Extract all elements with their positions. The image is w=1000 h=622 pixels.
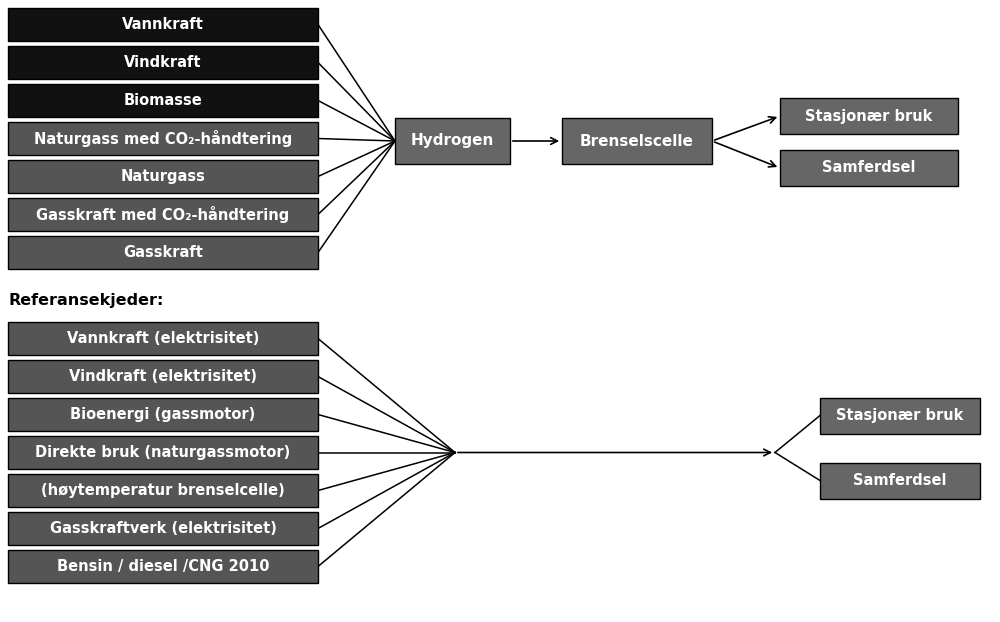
Bar: [780, 98, 958, 134]
Bar: [8, 550, 318, 583]
Bar: [8, 474, 318, 507]
Text: Vannkraft (elektrisitet): Vannkraft (elektrisitet): [67, 331, 259, 346]
Bar: [395, 118, 510, 164]
Text: Samferdsel: Samferdsel: [853, 473, 947, 488]
Text: Gasskraftverk (elektrisitet): Gasskraftverk (elektrisitet): [50, 521, 276, 536]
Bar: [8, 322, 318, 355]
Text: (høytemperatur brenselcelle): (høytemperatur brenselcelle): [41, 483, 285, 498]
Text: Vindkraft (elektrisitet): Vindkraft (elektrisitet): [69, 369, 257, 384]
Bar: [8, 84, 318, 117]
Text: Vannkraft: Vannkraft: [122, 17, 204, 32]
Text: Bioenergi (gassmotor): Bioenergi (gassmotor): [70, 407, 256, 422]
Bar: [8, 360, 318, 393]
Text: Gasskraft med CO₂-håndtering: Gasskraft med CO₂-håndtering: [36, 206, 290, 223]
Bar: [820, 397, 980, 434]
Text: Brenselscelle: Brenselscelle: [580, 134, 694, 149]
Text: Naturgass: Naturgass: [121, 169, 205, 184]
Bar: [562, 118, 712, 164]
Bar: [8, 512, 318, 545]
Text: Stasjonær bruk: Stasjonær bruk: [836, 408, 964, 423]
Text: Naturgass med CO₂-håndtering: Naturgass med CO₂-håndtering: [34, 130, 292, 147]
Bar: [8, 198, 318, 231]
Bar: [8, 46, 318, 79]
Bar: [820, 463, 980, 498]
Text: Hydrogen: Hydrogen: [411, 134, 494, 149]
Bar: [8, 398, 318, 431]
Text: Gasskraft: Gasskraft: [123, 245, 203, 260]
Bar: [780, 150, 958, 186]
Text: Stasjonær bruk: Stasjonær bruk: [805, 108, 933, 124]
Bar: [8, 8, 318, 41]
Text: Samferdsel: Samferdsel: [822, 160, 916, 175]
Bar: [8, 160, 318, 193]
Text: Referansekjeder:: Referansekjeder:: [8, 292, 163, 307]
Bar: [8, 236, 318, 269]
Text: Biomasse: Biomasse: [124, 93, 202, 108]
Text: Direkte bruk (naturgassmotor): Direkte bruk (naturgassmotor): [35, 445, 291, 460]
Text: Bensin / diesel /CNG 2010: Bensin / diesel /CNG 2010: [57, 559, 269, 574]
Text: Vindkraft: Vindkraft: [124, 55, 202, 70]
Bar: [8, 122, 318, 155]
Bar: [8, 436, 318, 469]
